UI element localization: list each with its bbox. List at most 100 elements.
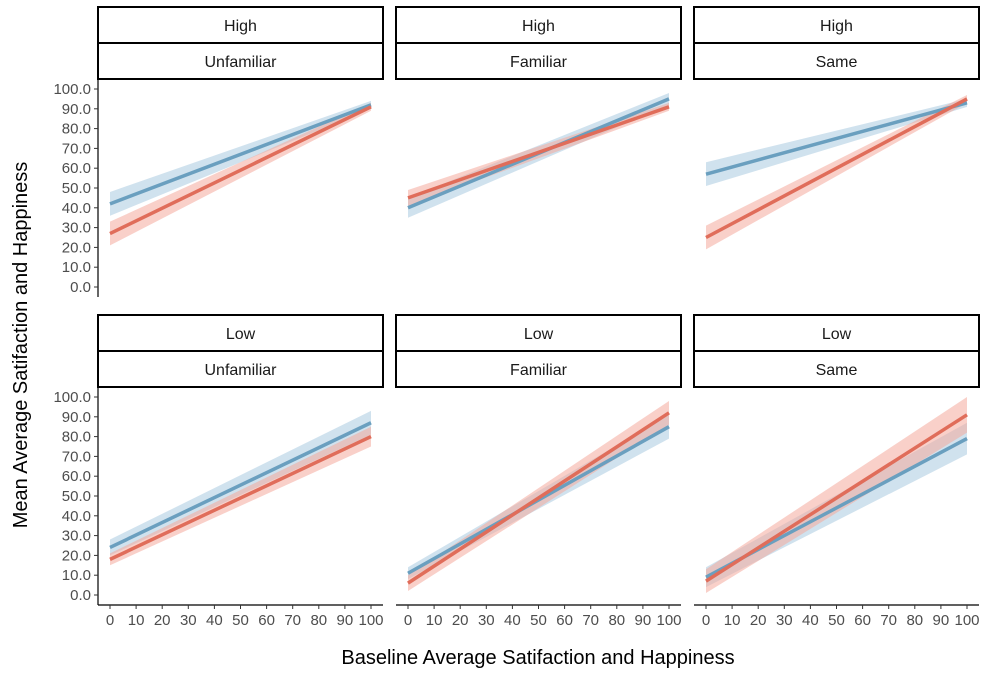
x-tick-label: 30 [180, 612, 197, 629]
y-tick-label: 50.0 [62, 180, 91, 197]
facet-strip [693, 314, 980, 352]
x-tick-label: 80 [906, 612, 923, 629]
facet-strip [693, 350, 980, 388]
x-tick-label: 90 [337, 612, 354, 629]
facet-strip [97, 42, 384, 80]
x-tick-label: 50 [232, 612, 249, 629]
x-tick-label: 60 [258, 612, 275, 629]
x-tick-label: 10 [426, 612, 443, 629]
x-tick-label: 20 [452, 612, 469, 629]
y-axis-title: Mean Average Satifaction and Happiness [10, 162, 32, 529]
confidence-band-blue [110, 410, 371, 556]
x-tick-label: 50 [828, 612, 845, 629]
facet-strip-label: Unfamiliar [204, 54, 277, 71]
facet-panel: High Same [693, 6, 980, 250]
y-tick-label: 70.0 [62, 448, 91, 465]
facet-strip-label: Familiar [510, 362, 568, 379]
y-tick-label: 60.0 [62, 468, 91, 485]
facet-panel: High Unfamiliar 0.0 10.0 20.0 30.0 40.0 50.0 60.… [53, 6, 384, 297]
x-tick-label: 60 [854, 612, 871, 629]
trend-line-blue [109, 103, 372, 206]
y-tick-label: 80.0 [62, 121, 91, 138]
trend-line-red [109, 105, 372, 236]
facet-strip-label: Same [816, 54, 858, 71]
facet-strip-label: High [522, 18, 555, 35]
facet-strip [97, 350, 384, 388]
trend-line-blue [705, 101, 968, 176]
x-tick-label: 80 [608, 612, 625, 629]
facet-strip-label: High [224, 18, 257, 35]
facet-strip-label: Unfamiliar [204, 362, 277, 379]
trend-line-red [705, 413, 968, 583]
facet-strip [693, 6, 980, 44]
x-tick-label: 70 [582, 612, 599, 629]
x-tick-label: 10 [128, 612, 145, 629]
confidence-band-red [110, 426, 371, 566]
y-tick-label: 40.0 [62, 508, 91, 525]
x-tick-label: 70 [284, 612, 301, 629]
trend-line-red [407, 411, 670, 585]
x-tick-label: 0 [106, 612, 114, 629]
y-tick-label: 0.0 [70, 279, 91, 296]
y-tick-label: 40.0 [62, 200, 91, 217]
trend-line-red [407, 105, 670, 200]
y-tick-label: 90.0 [62, 409, 91, 426]
x-tick-label: 40 [206, 612, 223, 629]
facet-strip [395, 350, 682, 388]
y-tick-label: 50.0 [62, 488, 91, 505]
facet-strip-label: Low [226, 326, 256, 343]
y-tick-label: 20.0 [62, 547, 91, 564]
facet-strip-label: Low [524, 326, 554, 343]
x-tick-label: 20 [154, 612, 171, 629]
x-axis-title: Baseline Average Satifaction and Happine… [341, 647, 734, 669]
y-tick-label: 70.0 [62, 140, 91, 157]
x-tick-label: 80 [310, 612, 327, 629]
panels-layer: High Unfamiliar 0.0 10.0 20.0 30.0 40.0 50.0 60.… [53, 6, 980, 629]
y-tick-label: 10.0 [62, 567, 91, 584]
facet-strip-label: High [820, 18, 853, 35]
x-tick-label: 20 [750, 612, 767, 629]
x-tick-label: 100 [656, 612, 681, 629]
x-tick-label: 40 [802, 612, 819, 629]
facet-panel: High Familiar [395, 6, 682, 218]
trend-line-red [109, 435, 372, 561]
y-tick-label: 20.0 [62, 239, 91, 256]
x-tick-label: 30 [478, 612, 495, 629]
y-tick-label: 60.0 [62, 160, 91, 177]
facet-strip-label: Familiar [510, 54, 568, 71]
y-tick-label: 0.0 [70, 587, 91, 604]
y-tick-label: 30.0 [62, 528, 91, 545]
y-tick-label: 80.0 [62, 429, 91, 446]
x-tick-label: 60 [556, 612, 573, 629]
facet-panel: Low Same 0 10 20 30 40 50 60 70 80 90 100 [693, 314, 980, 629]
y-tick-label: 10.0 [62, 259, 91, 276]
x-tick-label: 70 [880, 612, 897, 629]
x-tick-label: 100 [358, 612, 383, 629]
facet-strip [693, 42, 980, 80]
x-tick-label: 0 [702, 612, 710, 629]
y-tick-label: 100.0 [53, 81, 91, 98]
x-tick-label: 40 [504, 612, 521, 629]
y-tick-label: 90.0 [62, 101, 91, 118]
x-tick-label: 90 [933, 612, 950, 629]
x-tick-label: 100 [954, 612, 979, 629]
facet-panel: Low Unfamiliar 0.0 10.0 20.0 30.0 40.0 50.0 60.0… [53, 314, 384, 629]
facet-strip [97, 6, 384, 44]
trend-line-blue [109, 421, 372, 550]
x-tick-label: 50 [530, 612, 547, 629]
trend-line-red [705, 97, 968, 240]
confidence-band-red [706, 397, 967, 594]
y-tick-label: 100.0 [53, 389, 91, 406]
facet-strip-label: Same [816, 362, 858, 379]
x-tick-label: 10 [724, 612, 741, 629]
facet-panel: Low Familiar 0 10 20 30 40 50 60 70 80 90 100 [395, 314, 682, 629]
x-tick-label: 90 [635, 612, 652, 629]
x-tick-label: 0 [404, 612, 412, 629]
facet-strip-label: Low [822, 326, 852, 343]
y-tick-label: 30.0 [62, 220, 91, 237]
facet-strip [395, 6, 682, 44]
facet-strip [97, 314, 384, 352]
facet-strip [395, 42, 682, 80]
